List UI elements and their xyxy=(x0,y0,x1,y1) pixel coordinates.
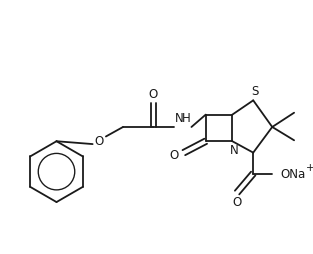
Text: N: N xyxy=(175,112,183,124)
Text: O: O xyxy=(233,195,242,208)
Text: O: O xyxy=(170,148,179,161)
Text: H: H xyxy=(182,112,191,124)
Text: O: O xyxy=(95,134,104,147)
Text: N: N xyxy=(230,144,239,157)
Text: S: S xyxy=(251,85,259,98)
Text: O: O xyxy=(149,88,158,101)
Text: +: + xyxy=(306,162,313,172)
Text: ONa: ONa xyxy=(280,167,306,180)
